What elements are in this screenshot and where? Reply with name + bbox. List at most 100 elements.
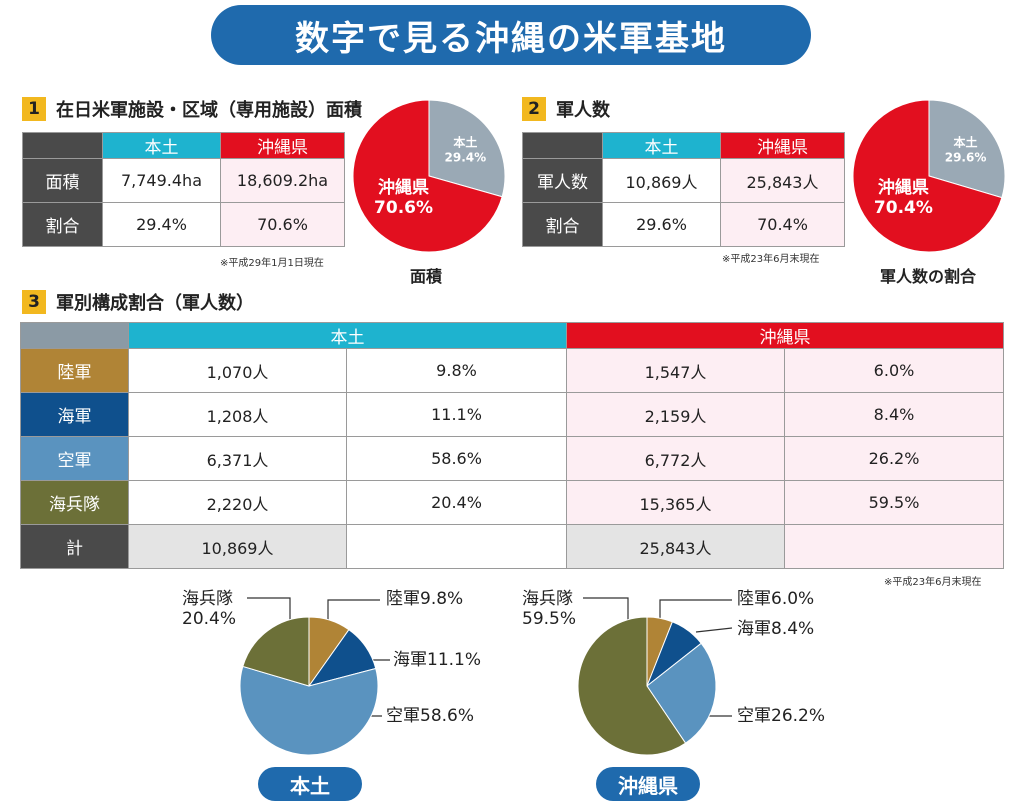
area-table: 本土 沖縄県 面積 7,749.4ha 18,609.2ha 割合 29.4% … [22,132,345,247]
branch-mainland-count: 1,208人 [128,392,347,437]
leader-line [247,597,291,628]
branch-mainland-count: 1,070人 [128,348,347,393]
table-row: 海兵隊 2,220人 20.4% 15,365人 59.5% [20,480,1004,525]
branch-okinawa-pct: 8.4% [784,392,1004,437]
area-header-okinawa: 沖縄県 [220,132,345,159]
branch-mainland-total-empty [346,524,567,569]
area-ratio-label: 割合 [22,202,103,247]
mainland-navy-label: 海軍11.1% [393,650,482,670]
personnel-okinawa-value: 25,843人 [720,158,845,203]
okinawa-army-label: 陸軍6.0% [737,589,815,609]
personnel-header-okinawa: 沖縄県 [720,132,845,159]
area-row-label: 面積 [22,158,103,203]
table-row: 陸軍 1,070人 9.8% 1,547人 6.0% [20,348,1004,393]
okinawa-marines-value: 59.5% [522,609,577,629]
personnel-ratio-label: 割合 [522,202,603,247]
branch-okinawa-count: 2,159人 [566,392,785,437]
branch-table-corner [20,322,129,349]
branch-label-army: 陸軍 [20,348,129,393]
personnel-table-note: ※平成23年6月末現在 [722,254,820,265]
pie-slice-3 [646,642,717,744]
mainland-marines-value: 20.4% [182,609,237,629]
personnel-table: 本土 沖縄県 軍人数 10,869人 25,843人 割合 29.6% 70.4… [522,132,845,247]
pie-slice-1 [928,99,1006,199]
pie-slice-label: 沖縄県 [878,177,929,198]
pie-slice-label: 本土 [453,135,477,150]
section-2-number: 2 [522,97,546,121]
pie-slice-4 [577,616,687,756]
branch-okinawa-total-empty [784,524,1004,569]
branch-okinawa-pct: 6.0% [784,348,1004,393]
area-pie-caption: 面積 [410,267,443,286]
pie-slice-label: 沖縄県 [378,177,429,198]
branch-header-mainland: 本土 [128,322,567,349]
pie-slice-2 [852,99,1003,253]
branch-okinawa-total: 25,843人 [566,524,785,569]
pie-slice-4 [242,616,310,687]
area-mainland-value: 7,749.4ha [102,158,221,203]
okinawa-pill-label: 沖縄県 [596,767,700,801]
area-okinawa-value: 18,609.2ha [220,158,345,203]
branch-label-marines: 海兵隊 [20,480,129,525]
branch-okinawa-count: 15,365人 [566,480,785,525]
pie-slice-label: 本土 [954,135,978,150]
branch-mainland-count: 6,371人 [128,436,347,481]
personnel-mainland-ratio: 29.6% [602,202,721,247]
section-2-header: 2 軍人数 [522,96,610,122]
mainland-pill-label: 本土 [258,767,362,801]
personnel-table-corner [522,132,603,159]
personnel-okinawa-ratio: 70.4% [720,202,845,247]
pie-slice-3 [239,665,379,756]
leader-line [327,599,380,626]
pie-slice-value-label: 70.4% [874,198,933,218]
area-mainland-ratio: 29.4% [102,202,221,247]
branch-mainland-pct: 11.1% [346,392,567,437]
personnel-mainland-value: 10,869人 [602,158,721,203]
leader-line [659,599,732,624]
area-table-note: ※平成29年1月1日現在 [220,258,324,269]
branch-label-total: 計 [20,524,129,569]
branch-mainland-pct: 20.4% [346,480,567,525]
mainland-airforce-label: 空軍58.6% [386,706,475,726]
pie-slice-value-label: 70.6% [374,198,433,218]
leader-line [583,597,629,628]
okinawa-airforce-label: 空軍26.2% [737,706,826,726]
pie-slice-2 [352,99,503,253]
branch-okinawa-pct: 59.5% [784,480,1004,525]
branch-okinawa-pct: 26.2% [784,436,1004,481]
mainland-army-label: 陸軍9.8% [386,589,464,609]
area-okinawa-ratio: 70.6% [220,202,345,247]
section-1-header: 1 在日米軍施設・区域（専用施設）面積 [22,96,362,122]
branch-table-note: ※平成23年6月末現在 [884,577,982,588]
branch-mainland-pct: 58.6% [346,436,567,481]
mainland-marines-label: 海兵隊 [182,589,233,609]
mainland-branch-pie-chart [239,616,379,756]
section-2-title: 軍人数 [556,100,610,121]
branch-table: 本土 沖縄県 陸軍 1,070人 9.8% 1,547人 6.0% 海軍 1,2… [20,322,1004,569]
area-table-corner [22,132,103,159]
pie-slice-value-label: 29.6% [945,151,987,165]
pie-slice-1 [428,99,506,198]
branch-mainland-total: 10,869人 [128,524,347,569]
personnel-pie-caption: 軍人数の割合 [880,267,977,286]
page-title: 数字で見る沖縄の米軍基地 [211,5,811,65]
section-3-title: 軍別構成割合（軍人数） [56,293,254,314]
section-3-header: 3 軍別構成割合（軍人数） [22,289,254,315]
leader-line [695,627,733,633]
branch-okinawa-count: 1,547人 [566,348,785,393]
branch-label-navy: 海軍 [20,392,129,437]
area-header-mainland: 本土 [102,132,221,159]
okinawa-marines-label: 海兵隊 [522,589,573,609]
branch-header-okinawa: 沖縄県 [566,322,1004,349]
section-1-title: 在日米軍施設・区域（専用施設）面積 [56,100,362,121]
section-1-number: 1 [22,97,46,121]
branch-mainland-count: 2,220人 [128,480,347,525]
pie-slice-value-label: 29.4% [445,151,487,165]
section-3-number: 3 [22,290,46,314]
table-row: 海軍 1,208人 11.1% 2,159人 8.4% [20,392,1004,437]
table-row-total: 計 10,869人 25,843人 [20,524,1004,569]
okinawa-navy-label: 海軍8.4% [737,619,815,639]
